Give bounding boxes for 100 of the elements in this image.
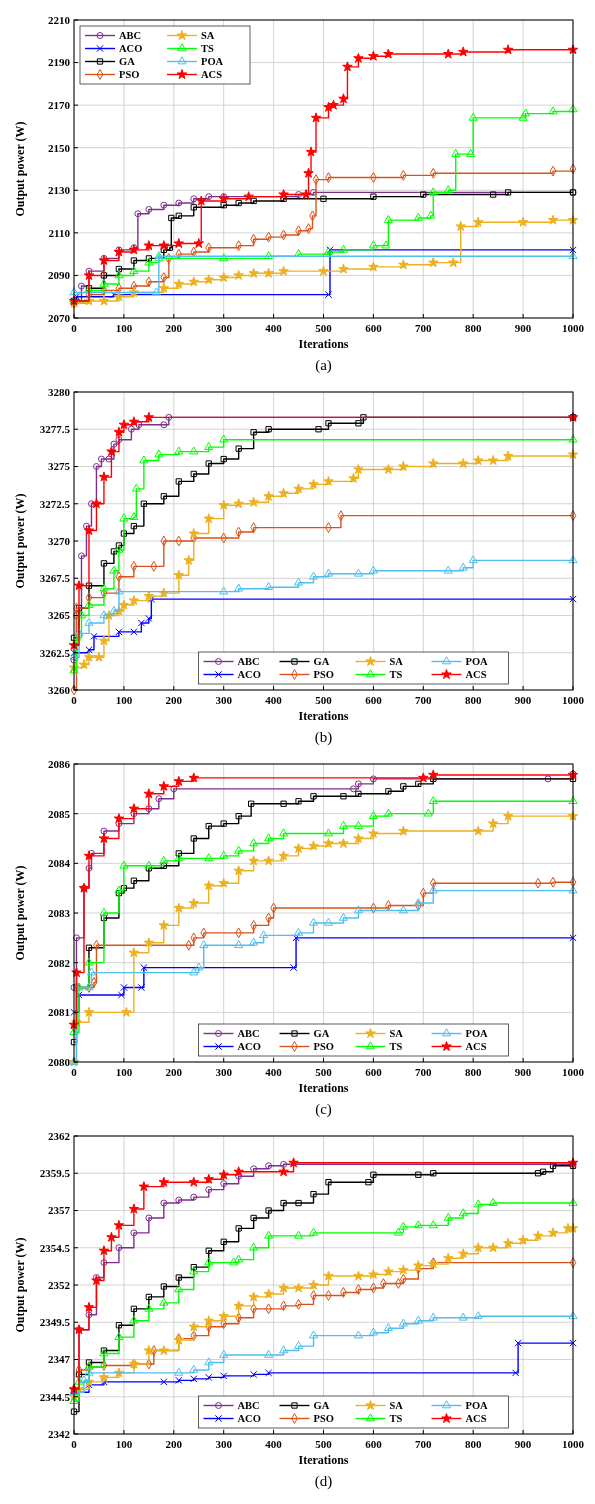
legend-label: POA [465, 656, 489, 668]
x-tick-label: 300 [215, 322, 233, 334]
y-axis-title: Output power (W) [13, 865, 27, 961]
legend-label: PSO [313, 1413, 334, 1425]
x-axis-title: Iterations [298, 709, 349, 723]
y-tick-label: 2344.5 [39, 1390, 71, 1403]
x-tick-label: 200 [165, 322, 183, 334]
x-tick-label: 200 [165, 1438, 183, 1450]
y-tick-label: 3262.5 [39, 646, 71, 659]
y-tick-label: 2190 [48, 56, 71, 69]
x-tick-label: 400 [265, 322, 283, 334]
x-tick-label: 300 [215, 694, 233, 706]
y-tick-label: 2210 [48, 13, 71, 26]
x-tick-label: 800 [464, 694, 482, 706]
y-tick-label: 2083 [48, 906, 71, 919]
legend-label: PSO [313, 1041, 334, 1053]
legend-label: ABC [119, 30, 142, 42]
y-tick-label: 2110 [48, 226, 71, 239]
y-tick-label: 2085 [48, 807, 71, 820]
legend-label: ACO [237, 1041, 261, 1053]
legend-label: SA [389, 1400, 404, 1412]
x-tick-label: 100 [115, 1438, 133, 1450]
x-tick-label: 500 [315, 322, 333, 334]
legend-label: TS [389, 669, 403, 681]
legend-label: TS [201, 43, 214, 55]
x-tick-label: 800 [464, 1438, 482, 1450]
x-tick-label: 200 [165, 694, 183, 706]
legend-label: GA [313, 1028, 330, 1040]
y-tick-label: 3272.5 [39, 497, 71, 510]
y-tick-label: 2080 [48, 1055, 71, 1068]
legend-label: ACS [465, 669, 487, 681]
x-tick-label: 900 [514, 1438, 532, 1450]
y-tick-label: 2082 [48, 956, 71, 969]
y-tick-label: 2347 [48, 1353, 71, 1366]
y-tick-label: 2354.5 [39, 1241, 71, 1254]
y-tick-label: 3275 [48, 460, 71, 473]
legend-label: POA [201, 56, 224, 68]
x-tick-label: 1000 [562, 694, 585, 706]
y-tick-label: 2090 [48, 269, 71, 282]
x-tick-label: 0 [71, 1438, 78, 1450]
x-tick-label: 700 [415, 322, 433, 334]
y-tick-label: 2086 [48, 757, 71, 770]
x-tick-label: 500 [315, 1438, 333, 1450]
legend-label: ACO [237, 1413, 261, 1425]
x-tick-label: 600 [365, 1066, 383, 1078]
y-tick-label: 2359.5 [39, 1167, 71, 1180]
x-tick-label: 700 [415, 694, 433, 706]
y-tick-label: 3277.5 [39, 423, 71, 436]
x-tick-label: 400 [265, 1438, 283, 1450]
y-tick-label: 3270 [48, 534, 71, 547]
legend-label: ACS [465, 1413, 487, 1425]
x-tick-label: 1000 [562, 322, 585, 334]
x-tick-label: 300 [215, 1438, 233, 1450]
y-tick-label: 2352 [48, 1278, 71, 1291]
text: (c) [315, 1101, 332, 1118]
y-tick-label: 2084 [48, 857, 71, 870]
x-tick-label: 200 [165, 1066, 183, 1078]
legend-label: ABC [237, 1028, 260, 1040]
x-tick-label: 1000 [562, 1438, 585, 1450]
y-tick-label: 3260 [48, 683, 71, 696]
legend-label: ABC [237, 656, 260, 668]
y-tick-label: 3267.5 [39, 572, 71, 585]
legend-label: TS [389, 1041, 403, 1053]
x-tick-label: 0 [71, 1066, 78, 1078]
legend-label: GA [313, 656, 330, 668]
legend-label: ABC [237, 1400, 260, 1412]
x-tick-label: 700 [415, 1438, 433, 1450]
legend-label: POA [465, 1028, 489, 1040]
legend-label: ACO [119, 43, 143, 55]
y-tick-label: 2081 [48, 1006, 70, 1019]
legend-label: ACS [201, 69, 223, 81]
x-axis-title: Iterations [298, 1453, 349, 1467]
legend-label: GA [313, 1400, 330, 1412]
text: (a) [315, 357, 332, 374]
x-tick-label: 400 [265, 694, 283, 706]
x-tick-label: 300 [215, 1066, 233, 1078]
legend-label: ACS [465, 1041, 487, 1053]
y-tick-label: 2070 [48, 311, 71, 324]
y-tick-label: 3280 [48, 385, 71, 398]
x-tick-label: 600 [365, 1438, 383, 1450]
y-axis-title: Output power (W) [13, 493, 27, 589]
x-tick-label: 100 [115, 694, 133, 706]
legend-label: SA [389, 1028, 404, 1040]
text: (b) [314, 729, 333, 746]
x-tick-label: 700 [415, 1066, 433, 1078]
y-tick-label: 3265 [48, 609, 71, 622]
x-tick-label: 1000 [562, 1066, 585, 1078]
text: (d) [314, 1473, 333, 1490]
x-tick-label: 0 [71, 694, 78, 706]
x-tick-label: 100 [115, 322, 133, 334]
x-tick-label: 600 [365, 694, 383, 706]
y-axis-title: Output power (W) [13, 121, 27, 217]
x-tick-label: 900 [514, 322, 532, 334]
y-tick-label: 2357 [48, 1204, 71, 1217]
legend-label: GA [119, 56, 136, 68]
legend-label: POA [465, 1400, 489, 1412]
x-tick-label: 500 [315, 694, 333, 706]
x-tick-label: 400 [265, 1066, 283, 1078]
x-axis-title: Iterations [298, 1081, 349, 1095]
x-tick-label: 900 [514, 1066, 532, 1078]
